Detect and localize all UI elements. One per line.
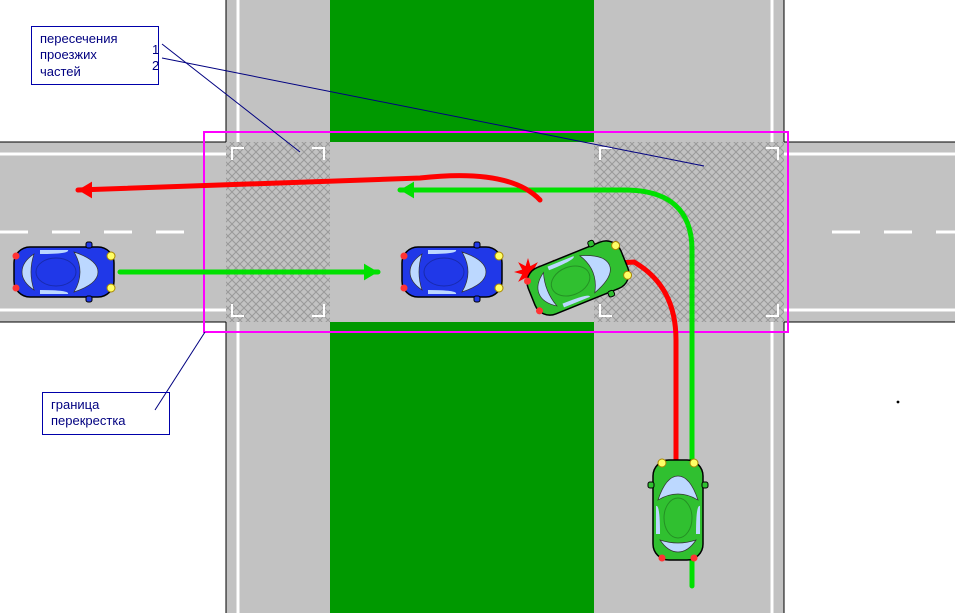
diagram-canvas [0, 0, 955, 613]
blue-car-icon [13, 242, 116, 302]
intersection-zone-1 [226, 142, 330, 322]
callout-line: перекрестка [51, 413, 126, 428]
callout-line: проезжих [40, 47, 97, 62]
callout-intersection-boundary: граница перекрестка [42, 392, 170, 435]
callout-carriageway-intersections: пересечения проезжих частей [31, 26, 159, 85]
callout-line: частей [40, 64, 81, 79]
green-car-icon [648, 459, 708, 562]
callout-line: граница [51, 397, 99, 412]
callout-line: пересечения [40, 31, 118, 46]
blue-car-icon [401, 242, 504, 302]
label-2: 2 [152, 58, 159, 73]
label-1: 1 [152, 42, 159, 57]
